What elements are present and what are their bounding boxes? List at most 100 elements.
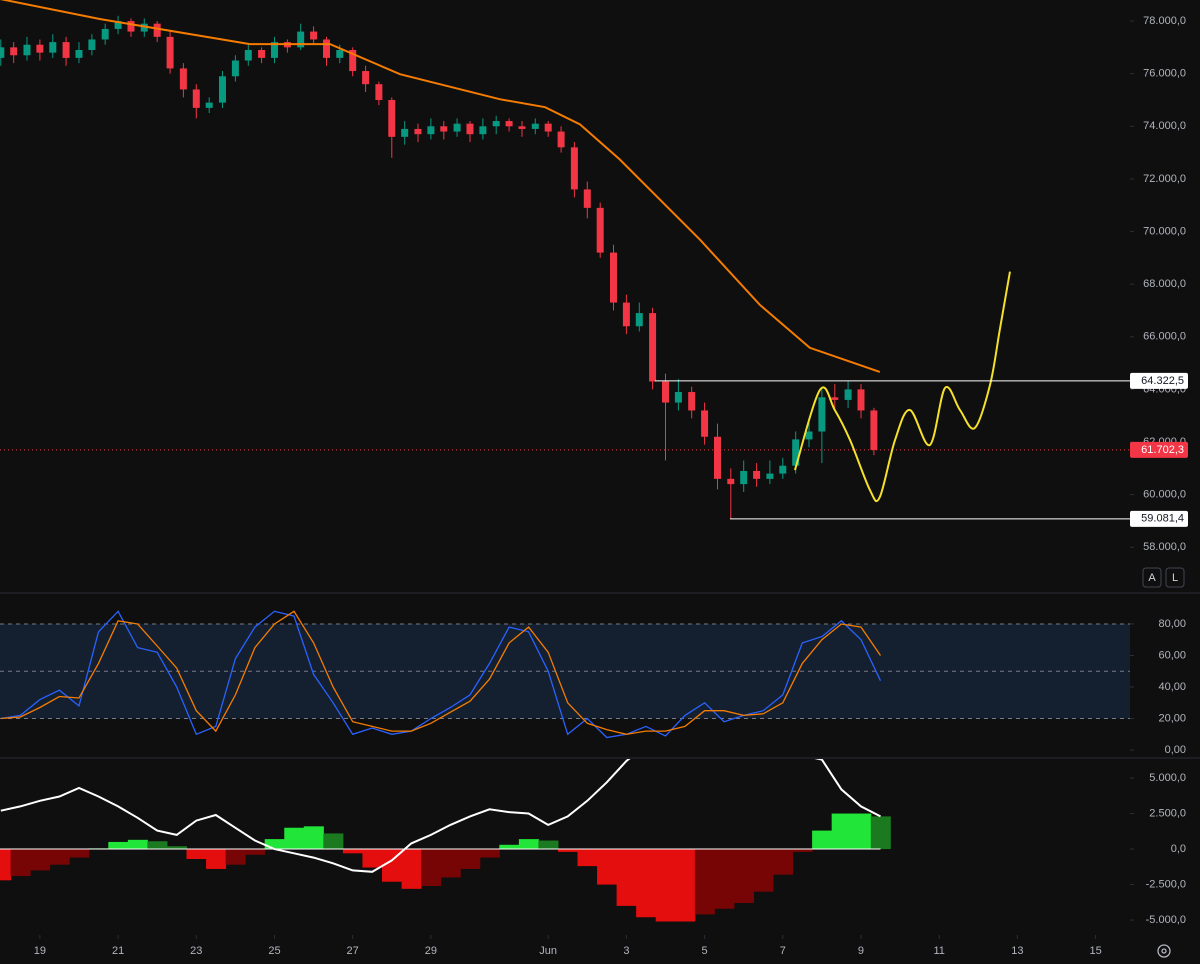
gear-outer xyxy=(1157,944,1171,958)
candle-body xyxy=(23,44,31,56)
candle-body xyxy=(88,39,96,50)
candle-body xyxy=(401,128,409,137)
histogram-bar xyxy=(655,849,676,922)
x-tick-label: Jun xyxy=(539,945,557,957)
candle-body xyxy=(414,128,422,135)
histogram-bar xyxy=(10,849,31,877)
candle-body xyxy=(818,397,826,432)
candle-body xyxy=(792,439,800,466)
candle-body xyxy=(727,478,735,485)
y-tick-label: 20,00 xyxy=(1158,712,1186,724)
histogram-bar xyxy=(186,849,207,860)
histogram-bar xyxy=(69,849,90,858)
candle-body xyxy=(427,126,435,135)
candle-body xyxy=(49,42,57,53)
histogram-bar xyxy=(694,849,715,915)
histogram-bar xyxy=(245,849,266,855)
candle-body xyxy=(440,126,448,132)
y-tick-label: 78.000,0 xyxy=(1143,15,1186,27)
histogram-bar xyxy=(597,849,618,885)
histogram-bar xyxy=(206,849,227,869)
candle-body xyxy=(609,252,617,303)
x-tick-label: 29 xyxy=(425,945,437,957)
y-tick-label: 0,0 xyxy=(1171,843,1186,855)
x-tick-label: 25 xyxy=(268,945,280,957)
candle-body xyxy=(231,60,239,77)
candle-body xyxy=(805,431,813,440)
histogram-bar xyxy=(166,846,188,850)
histogram-bar xyxy=(870,816,891,850)
candle-body xyxy=(127,21,135,32)
candle-body xyxy=(453,123,461,132)
histogram-bar xyxy=(108,841,129,850)
candle-body xyxy=(375,84,383,100)
histogram-bar xyxy=(557,849,579,852)
scale-button-label: L xyxy=(1172,572,1178,584)
histogram-bar xyxy=(616,849,637,906)
y-tick-label: 0,00 xyxy=(1165,744,1186,756)
x-tick-label: 3 xyxy=(623,945,629,957)
histogram-bar xyxy=(675,849,696,922)
histogram-bar xyxy=(127,839,148,850)
overlay-line xyxy=(793,271,1011,503)
candle-body xyxy=(544,123,552,132)
y-tick-label: 80,00 xyxy=(1158,618,1186,630)
candle-body xyxy=(244,49,252,61)
candle-body xyxy=(192,89,200,108)
candle-body xyxy=(844,389,852,400)
candle-body xyxy=(649,313,657,382)
candle-body xyxy=(701,410,709,437)
settings-icon[interactable] xyxy=(1157,944,1171,958)
gear-inner xyxy=(1161,948,1167,954)
y-tick-label: 70.000,0 xyxy=(1143,225,1186,237)
histogram-bar xyxy=(812,830,833,850)
candle-body xyxy=(492,121,500,127)
histogram-bar xyxy=(773,849,794,875)
histogram-bar xyxy=(0,849,12,881)
histogram-bar xyxy=(49,849,70,865)
candle-body xyxy=(310,31,318,40)
candle-body xyxy=(270,42,278,58)
last-price-box xyxy=(1130,441,1188,458)
candle-body xyxy=(583,189,591,208)
pane-plot xyxy=(0,0,1130,519)
candle-body xyxy=(622,302,630,327)
series-line xyxy=(0,610,882,735)
histogram-bar xyxy=(831,813,852,850)
candle-body xyxy=(388,99,396,137)
histogram-bar xyxy=(421,849,442,886)
y-tick-label: 40,00 xyxy=(1158,681,1186,693)
scale-button[interactable] xyxy=(1142,567,1162,588)
x-tick-label: 11 xyxy=(933,945,944,957)
histogram-bar xyxy=(733,849,754,904)
candle-body xyxy=(753,470,761,479)
candle-body xyxy=(62,42,70,58)
candle-body xyxy=(505,121,513,127)
histogram-bar xyxy=(851,813,872,850)
candle-body xyxy=(531,123,539,129)
series-line xyxy=(0,610,882,739)
candle-body xyxy=(674,392,682,403)
histogram-bar xyxy=(636,849,657,918)
histogram-bar xyxy=(401,849,422,889)
histogram-bar xyxy=(518,839,539,850)
candle-body xyxy=(596,207,604,253)
level-label: 59.081,4 xyxy=(1141,513,1184,525)
y-tick-label: 5.000,0 xyxy=(1149,772,1186,784)
y-tick-label: 76.000,0 xyxy=(1143,68,1186,80)
y-tick-label: 2.500,0 xyxy=(1149,807,1186,819)
y-tick-label: 60,00 xyxy=(1158,649,1186,661)
overlay-line xyxy=(0,0,881,373)
x-tick-label: 13 xyxy=(1011,945,1023,957)
histogram-bar xyxy=(264,839,285,850)
histogram-bar xyxy=(792,849,813,852)
candle-body xyxy=(101,28,109,40)
y-tick-label: 72.000,0 xyxy=(1143,173,1186,185)
y-tick-label: -5.000,0 xyxy=(1146,914,1186,926)
y-tick-label: 66.000,0 xyxy=(1143,331,1186,343)
scale-button[interactable] xyxy=(1165,567,1185,588)
histogram-bar xyxy=(362,849,383,868)
candle-body xyxy=(362,71,370,85)
